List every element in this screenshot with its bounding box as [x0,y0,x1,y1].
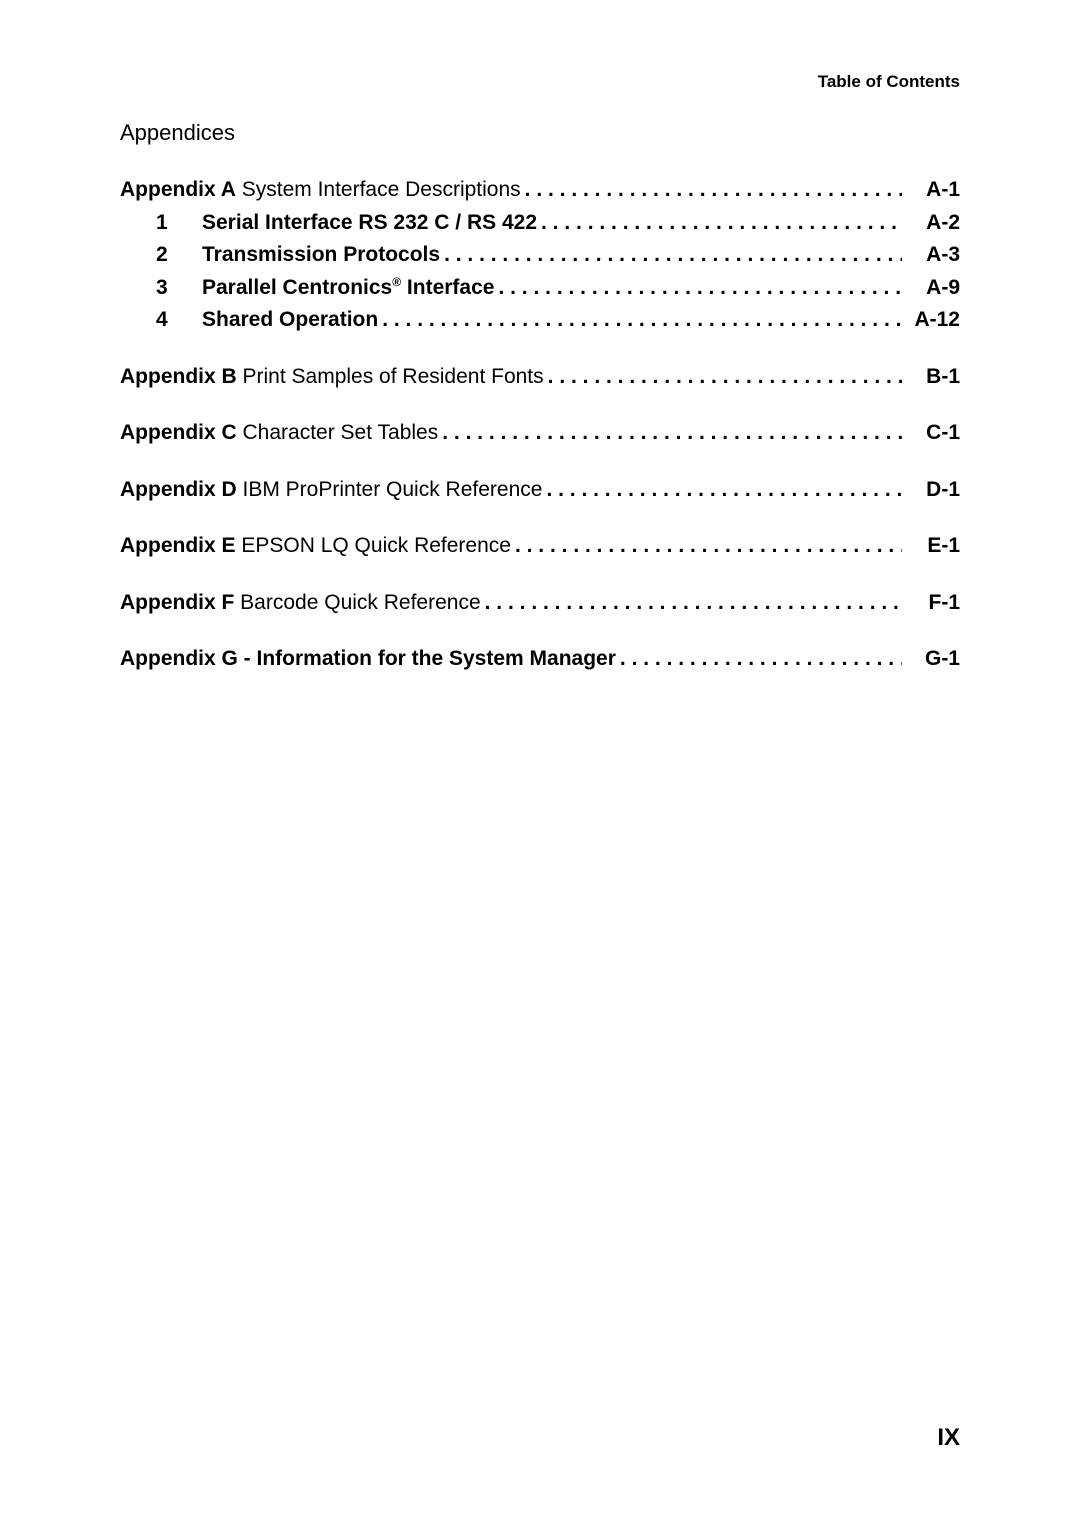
toc-title: Serial Interface RS 232 C / RS 422 [202,211,537,234]
toc-page-ref: A-9 [908,272,960,305]
toc-row: Appendix B Print Samples of Resident Fon… [120,361,960,394]
toc-index-number: 1 [156,207,202,240]
toc-title: Character Set Tables [237,421,439,444]
registered-icon: ® [392,275,401,289]
dot-leaders [548,361,902,394]
toc-row: Appendix E EPSON LQ Quick Reference E-1 [120,530,960,563]
toc-title: Barcode Quick Reference [234,591,480,614]
page-container: Table of Contents Appendices Appendix A … [0,0,1080,1522]
toc-title: - Information for the System Manager [238,647,616,670]
toc-row: Appendix C Character Set Tables C-1 [120,417,960,450]
toc-label: Appendix F Barcode Quick Reference [120,587,481,620]
toc-label: Appendix B Print Samples of Resident Fon… [120,361,544,394]
toc-title: Print Samples of Resident Fonts [237,365,544,388]
toc-prefix: Appendix C [120,421,237,444]
header-right-label: Table of Contents [818,72,960,92]
page-number: IX [937,1424,960,1452]
toc-label: Appendix C Character Set Tables [120,417,438,450]
toc-label: 3Parallel Centronics® Interface [120,272,494,305]
toc-page-ref: A-12 [908,304,960,337]
dot-leaders [541,207,902,240]
toc-row: Appendix A System Interface Descriptions… [120,174,960,207]
toc-page-ref: F-1 [908,587,960,620]
dot-leaders [498,272,902,305]
table-of-contents: Appendix A System Interface Descriptions… [120,174,960,676]
toc-label: Appendix E EPSON LQ Quick Reference [120,530,511,563]
toc-index-number: 2 [156,239,202,272]
dot-leaders [620,643,902,676]
toc-page-ref: D-1 [908,474,960,507]
toc-title: EPSON LQ Quick Reference [236,534,511,557]
toc-index-number: 3 [156,272,202,305]
dot-leaders [515,530,902,563]
toc-prefix: Appendix B [120,365,237,388]
toc-row: 2Transmission Protocols A-3 [120,239,960,272]
toc-prefix: Appendix F [120,591,234,614]
toc-prefix: Appendix D [120,478,237,501]
toc-page-ref: B-1 [908,361,960,394]
dot-leaders [442,417,902,450]
toc-row: 4Shared Operation A-12 [120,304,960,337]
toc-label: Appendix D IBM ProPrinter Quick Referenc… [120,474,542,507]
toc-label: 4Shared Operation [120,304,378,337]
toc-page-ref: A-3 [908,239,960,272]
section-title: Appendices [120,120,960,146]
toc-label: 2Transmission Protocols [120,239,440,272]
toc-row: Appendix G - Information for the System … [120,643,960,676]
toc-title-part: Interface [401,276,494,299]
dot-leaders [546,474,902,507]
toc-page-ref: G-1 [908,643,960,676]
toc-row: Appendix F Barcode Quick Reference F-1 [120,587,960,620]
toc-page-ref: A-1 [908,174,960,207]
toc-prefix: Appendix E [120,534,236,557]
toc-prefix: Appendix A [120,178,236,201]
toc-label: 1Serial Interface RS 232 C / RS 422 [120,207,537,240]
dot-leaders [485,587,902,620]
toc-index-number: 4 [156,304,202,337]
toc-title: Parallel Centronics® Interface [202,276,494,299]
toc-row: 1Serial Interface RS 232 C / RS 422 A-2 [120,207,960,240]
toc-title: IBM ProPrinter Quick Reference [237,478,543,501]
toc-row: Appendix D IBM ProPrinter Quick Referenc… [120,474,960,507]
toc-title: System Interface Descriptions [236,178,521,201]
toc-title: Transmission Protocols [202,243,440,266]
toc-page-ref: C-1 [908,417,960,450]
toc-prefix: Appendix G [120,647,238,670]
dot-leaders [444,239,902,272]
toc-title-part: Parallel Centronics [202,276,392,299]
toc-label: Appendix A System Interface Descriptions [120,174,521,207]
dot-leaders [382,304,902,337]
dot-leaders [525,174,902,207]
toc-label: Appendix G - Information for the System … [120,643,616,676]
toc-row: 3Parallel Centronics® Interface A-9 [120,272,960,305]
toc-title: Shared Operation [202,308,378,331]
toc-page-ref: E-1 [908,530,960,563]
toc-page-ref: A-2 [908,207,960,240]
